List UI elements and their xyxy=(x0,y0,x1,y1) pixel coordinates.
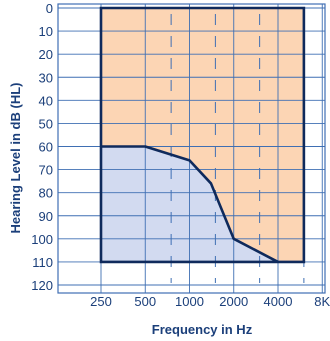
y-tick-label: 70 xyxy=(39,163,53,178)
y-tick-label: 60 xyxy=(39,140,53,155)
y-tick-label: 90 xyxy=(39,209,53,224)
x-tick-label: 2000 xyxy=(219,294,248,309)
y-tick-label: 30 xyxy=(39,70,53,85)
y-tick-label: 0 xyxy=(46,1,53,16)
upper-region xyxy=(101,8,304,262)
boundary-curve xyxy=(101,145,279,264)
x-tick-label: 250 xyxy=(90,294,112,309)
plot-area: 0 10 20 30 40 50 60 70 80 90 100 110 120 250 500 1000 20… xyxy=(31,1,330,309)
y-tick-label: 100 xyxy=(31,232,53,247)
y-tick-label: 10 xyxy=(39,24,53,39)
x-tick-label: 500 xyxy=(134,294,156,309)
y-tick-label: 110 xyxy=(32,255,53,270)
region-outline xyxy=(99,6,306,264)
y-tick-label: 40 xyxy=(39,93,53,108)
y-axis-label: Hearing Level in dB (HL) xyxy=(8,83,23,234)
x-axis-label: Frequency in Hz xyxy=(152,322,253,337)
y-tick-label: 80 xyxy=(39,186,53,201)
x-tick-label: 8K xyxy=(314,294,330,309)
y-tick-label: 50 xyxy=(39,116,53,131)
x-tick-label: 4000 xyxy=(264,294,293,309)
x-tick-label: 1000 xyxy=(175,294,204,309)
y-tick-label: 20 xyxy=(39,47,53,62)
y-tick-label: 120 xyxy=(31,278,53,293)
plot-border xyxy=(57,3,326,294)
